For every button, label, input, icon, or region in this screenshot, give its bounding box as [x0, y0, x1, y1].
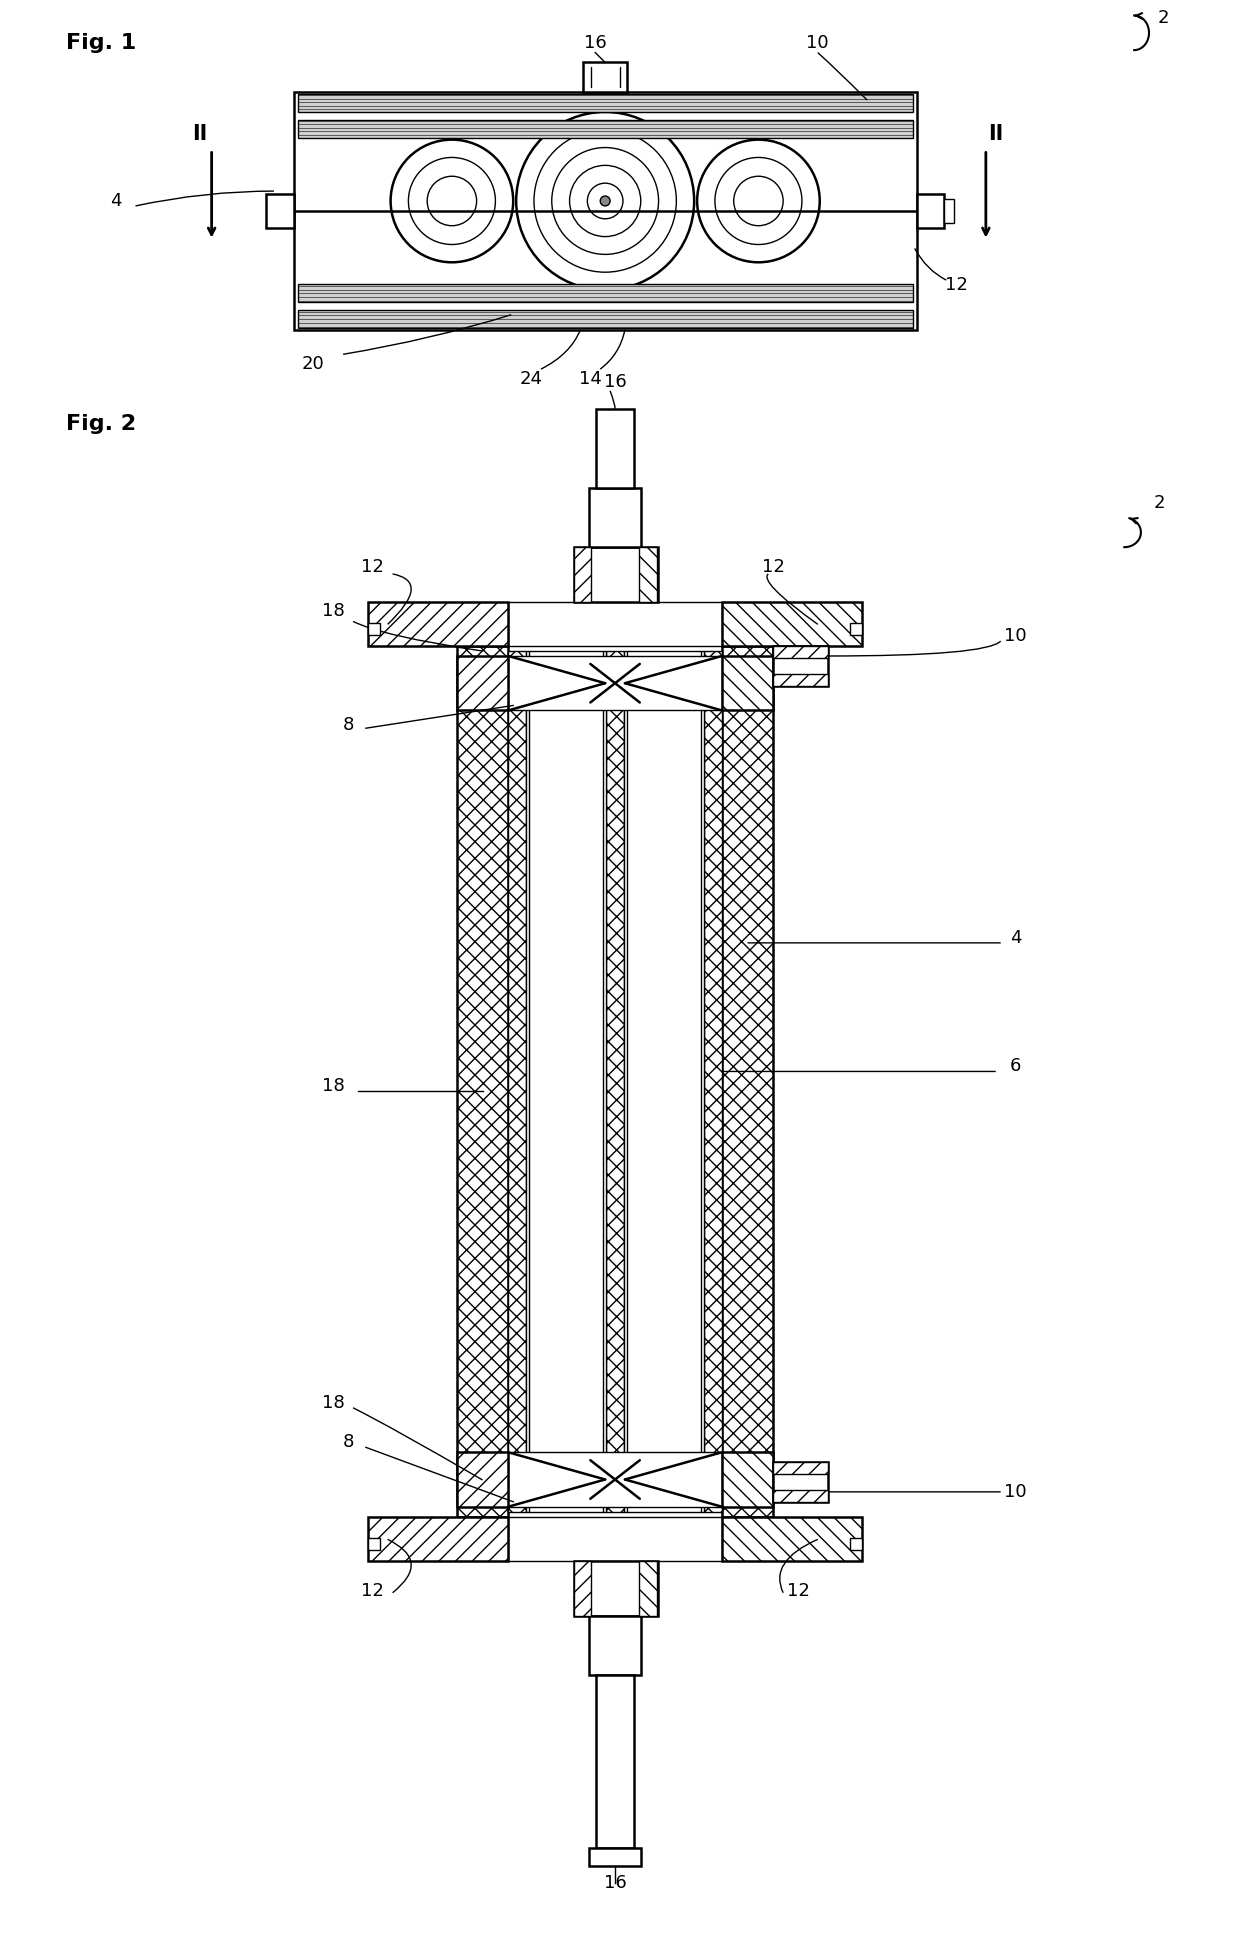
- Bar: [368, 601, 508, 646]
- Bar: [298, 285, 913, 302]
- Bar: [368, 622, 379, 636]
- Circle shape: [391, 140, 513, 262]
- Bar: [456, 646, 508, 1516]
- Bar: [508, 1516, 722, 1561]
- Text: 2: 2: [1153, 494, 1164, 512]
- Circle shape: [428, 176, 476, 225]
- Bar: [583, 62, 627, 93]
- Text: II: II: [988, 124, 1003, 143]
- Circle shape: [516, 112, 694, 291]
- Bar: [574, 1561, 591, 1615]
- Text: 14: 14: [579, 370, 601, 388]
- Text: 6: 6: [1009, 1057, 1022, 1076]
- Bar: [722, 1516, 862, 1561]
- Circle shape: [534, 130, 676, 271]
- Bar: [774, 675, 827, 686]
- Text: Fig. 1: Fig. 1: [66, 33, 136, 52]
- Circle shape: [715, 157, 802, 244]
- Text: 18: 18: [322, 603, 345, 620]
- Text: 12: 12: [361, 558, 384, 576]
- Bar: [574, 1561, 657, 1615]
- Text: 20: 20: [303, 355, 325, 372]
- Bar: [606, 652, 624, 1512]
- Circle shape: [569, 165, 641, 237]
- Text: 10: 10: [806, 33, 830, 52]
- Text: 2: 2: [1158, 10, 1169, 27]
- Text: 16: 16: [604, 372, 626, 392]
- Bar: [596, 1675, 634, 1848]
- Text: 16: 16: [584, 33, 606, 52]
- Text: 12: 12: [361, 1582, 384, 1600]
- Text: 4: 4: [1009, 929, 1022, 946]
- Text: 12: 12: [945, 275, 967, 295]
- Bar: [508, 1452, 722, 1507]
- Bar: [851, 1538, 862, 1549]
- Bar: [508, 655, 722, 710]
- Bar: [508, 601, 722, 646]
- Bar: [774, 646, 827, 686]
- Bar: [945, 200, 955, 223]
- Bar: [851, 622, 862, 636]
- Text: 12: 12: [761, 558, 785, 576]
- Text: 10: 10: [1004, 626, 1027, 646]
- Bar: [774, 1462, 827, 1474]
- Bar: [774, 1462, 827, 1503]
- Bar: [916, 194, 945, 229]
- Circle shape: [734, 176, 784, 225]
- Text: 4: 4: [110, 192, 122, 209]
- Bar: [774, 646, 827, 657]
- Bar: [294, 93, 916, 330]
- Circle shape: [408, 157, 496, 244]
- Bar: [589, 489, 641, 547]
- Text: 8: 8: [342, 1433, 353, 1452]
- Text: 16: 16: [604, 1873, 626, 1892]
- Bar: [508, 652, 526, 1512]
- Text: 18: 18: [322, 1394, 345, 1412]
- Text: 10: 10: [1004, 1483, 1027, 1501]
- Text: 8: 8: [342, 715, 353, 735]
- Bar: [589, 1615, 641, 1675]
- Circle shape: [600, 196, 610, 206]
- Text: II: II: [192, 124, 207, 143]
- Bar: [456, 655, 508, 710]
- Bar: [722, 646, 774, 1516]
- Bar: [722, 1452, 774, 1507]
- Bar: [774, 1489, 827, 1503]
- Bar: [298, 95, 913, 112]
- Circle shape: [552, 147, 658, 254]
- Bar: [298, 120, 913, 138]
- Circle shape: [697, 140, 820, 262]
- Bar: [722, 601, 862, 646]
- Bar: [574, 547, 591, 601]
- Bar: [596, 409, 634, 489]
- Text: 12: 12: [786, 1582, 810, 1600]
- Bar: [624, 652, 704, 1512]
- Bar: [639, 547, 657, 601]
- Bar: [574, 547, 657, 601]
- Bar: [704, 652, 722, 1512]
- Bar: [639, 1561, 657, 1615]
- Text: 18: 18: [322, 1078, 345, 1096]
- Bar: [368, 1516, 508, 1561]
- Bar: [589, 1848, 641, 1865]
- Bar: [298, 310, 913, 328]
- Bar: [722, 655, 774, 710]
- Circle shape: [588, 182, 622, 219]
- Bar: [267, 194, 294, 229]
- Bar: [526, 652, 606, 1512]
- Text: Fig. 2: Fig. 2: [66, 413, 136, 434]
- Bar: [368, 1538, 379, 1549]
- Text: 24: 24: [520, 370, 543, 388]
- Bar: [456, 1452, 508, 1507]
